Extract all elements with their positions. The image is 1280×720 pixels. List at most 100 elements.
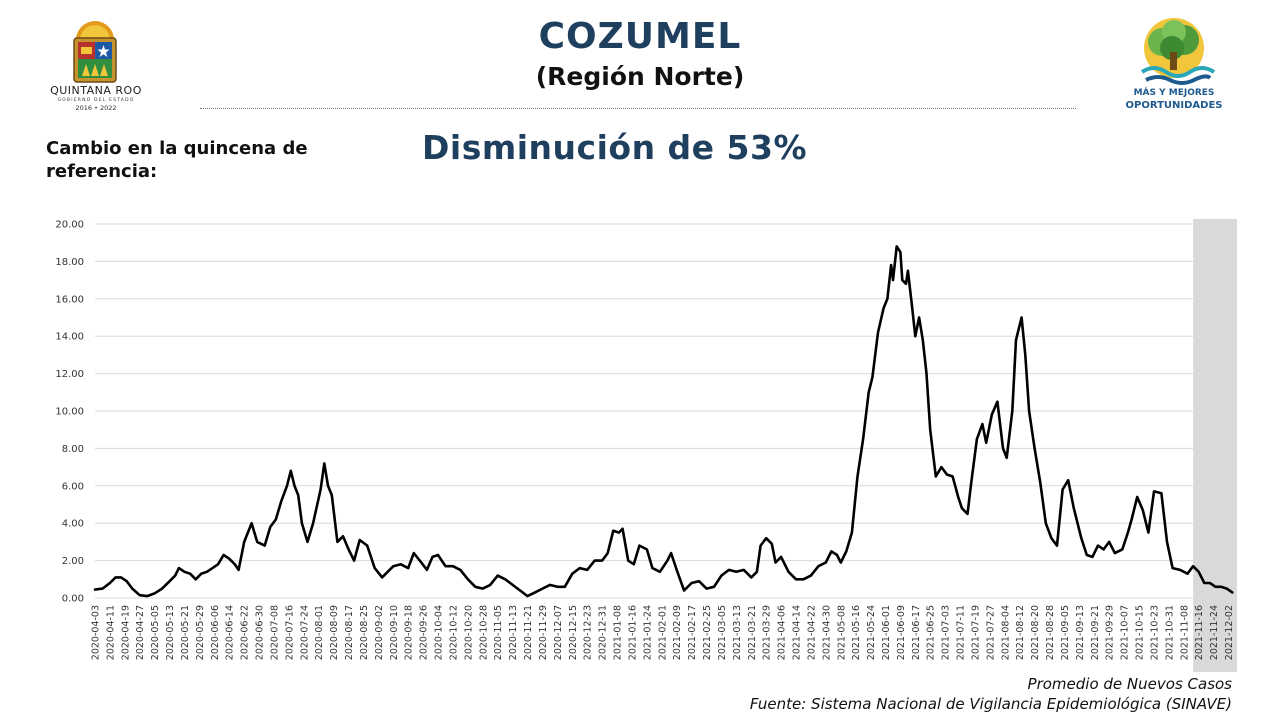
x-tick-label: 2021-07-11: [956, 605, 967, 660]
x-tick-label: 2020-08-17: [344, 605, 355, 660]
x-tick-label: 2021-04-14: [792, 605, 803, 660]
x-tick-label: 2020-12-31: [598, 605, 609, 660]
x-tick-label: 2021-12-02: [1224, 605, 1235, 660]
y-tick-label: 0.00: [62, 594, 84, 605]
government-period: 2016 • 2022: [75, 104, 117, 112]
x-tick-label: 2021-11-16: [1194, 605, 1205, 660]
x-tick-label: 2020-09-02: [374, 605, 385, 660]
y-tick-label: 18.00: [55, 257, 84, 268]
x-tick-label: 2020-09-10: [389, 605, 400, 660]
x-tick-label: 2021-06-25: [926, 605, 937, 660]
x-tick-label: 2021-04-30: [821, 605, 832, 660]
x-tick-label: 2021-05-08: [836, 605, 847, 660]
x-tick-label: 2021-03-05: [717, 605, 728, 660]
x-tick-label: 2020-12-15: [568, 605, 579, 660]
series-line: [93, 245, 1234, 598]
quintana-roo-logo: QUINTANA ROO GOBIERNO DEL ESTADO 2016 • …: [40, 18, 152, 114]
x-tick-label: 2021-01-16: [627, 605, 638, 660]
x-tick-label: 2020-12-07: [553, 605, 564, 660]
page-subtitle: (Región Norte): [535, 62, 745, 91]
x-tick-label: 2020-11-05: [493, 605, 504, 660]
x-tick-label: 2021-07-27: [985, 605, 996, 660]
x-tick-label: 2021-01-08: [613, 605, 624, 660]
y-tick-label: 20.00: [55, 220, 84, 231]
x-tick-label: 2021-07-03: [941, 605, 952, 660]
x-tick-label: 2021-11-08: [1179, 605, 1190, 660]
x-tick-label: 2020-04-19: [120, 605, 131, 660]
x-tick-label: 2021-05-16: [851, 605, 862, 660]
mas-mejores-oportunidades-logo: MÁS Y MEJORES OPORTUNIDADES: [1118, 18, 1230, 114]
x-tick-label: 2020-05-13: [165, 605, 176, 660]
y-tick-label: 6.00: [62, 481, 84, 492]
x-tick-label: 2021-10-07: [1120, 605, 1131, 660]
x-tick-label: 2021-04-22: [806, 605, 817, 660]
series-label: Promedio de Nuevos Casos: [1027, 675, 1232, 693]
x-tick-label: 2020-11-29: [538, 605, 549, 660]
y-tick-label: 2.00: [62, 556, 84, 567]
x-tick-label: 2020-07-24: [299, 605, 310, 660]
source-note: Fuente: Sistema Nacional de Vigilancia E…: [749, 695, 1232, 713]
x-tick-label: 2021-07-19: [970, 605, 981, 660]
x-tick-label: 2020-08-09: [329, 605, 340, 660]
change-label: Cambio en la quincena de referencia:: [46, 138, 308, 182]
x-tick-label: 2021-09-21: [1090, 605, 1101, 660]
x-tick-label: 2021-09-05: [1060, 605, 1071, 660]
x-tick-label: 2020-07-16: [284, 605, 295, 660]
x-tick-label: 2021-03-21: [747, 605, 758, 660]
x-tick-label: 2020-06-14: [225, 605, 236, 660]
sun-rays: [76, 21, 114, 40]
x-tick-label: 2021-03-13: [732, 605, 743, 660]
x-tick-label: 2020-06-22: [240, 605, 251, 660]
x-tick-label: 2021-03-29: [762, 605, 773, 660]
x-tick-label: 2021-10-23: [1149, 605, 1160, 660]
x-tick-label: 2020-04-03: [91, 605, 102, 660]
x-tick-label: 2021-10-31: [1164, 605, 1175, 660]
x-tick-label: 2021-08-04: [1000, 605, 1011, 660]
x-tick-label: 2020-04-11: [105, 605, 116, 660]
x-tick-label: 2021-09-29: [1105, 605, 1116, 660]
title-divider: [200, 108, 1076, 109]
x-tick-label: 2020-04-27: [135, 605, 146, 660]
x-tick-label: 2020-05-05: [150, 605, 161, 660]
x-tick-label: 2021-06-09: [896, 605, 907, 660]
x-tick-label: 2020-11-21: [523, 605, 534, 660]
x-tick-label: 2020-06-06: [210, 605, 221, 660]
government-name: GOBIERNO DEL ESTADO: [57, 98, 135, 103]
x-tick-label: 2021-06-01: [881, 605, 892, 660]
change-headline: Disminución de 53%: [422, 128, 808, 167]
page-title: COZUMEL: [538, 16, 742, 57]
x-tick-label: 2021-06-17: [911, 605, 922, 660]
tree-icon: [1140, 18, 1216, 85]
x-tick-label: 2021-05-24: [866, 605, 877, 660]
x-tick-label: 2020-08-25: [359, 605, 370, 660]
x-tick-label: 2021-02-25: [702, 605, 713, 660]
x-tick-label: 2020-12-23: [583, 605, 594, 660]
x-tick-label: 2021-09-13: [1075, 605, 1086, 660]
y-tick-label: 16.00: [55, 294, 84, 305]
x-tick-label: 2020-10-20: [463, 605, 474, 660]
y-tick-label: 8.00: [62, 444, 84, 455]
x-tick-label: 2021-02-09: [672, 605, 683, 660]
y-tick-label: 14.00: [55, 332, 84, 343]
slogan-line-1: MÁS Y MEJORES: [1133, 88, 1215, 98]
x-tick-label: 2020-10-28: [478, 605, 489, 660]
shaded-region: [1193, 219, 1237, 672]
x-tick-label: 2021-10-15: [1135, 605, 1146, 660]
x-tick-label: 2020-09-18: [404, 605, 415, 660]
x-tick-label: 2020-10-04: [434, 605, 445, 660]
x-tick-label: 2020-05-29: [195, 605, 206, 660]
x-tick-label: 2020-08-01: [314, 605, 325, 660]
cases-line-chart: 0.00 2.00 4.00 6.00 8.00 10.00 12.00 14.00 16.00…: [55, 219, 1237, 672]
state-name: QUINTANA ROO: [50, 84, 142, 97]
x-tick-label: 2020-06-30: [255, 605, 266, 660]
x-tick-label: 2020-05-21: [180, 605, 191, 660]
y-tick-label: 10.00: [55, 407, 84, 418]
x-tick-label: 2021-04-06: [777, 605, 788, 660]
y-tick-label: 12.00: [55, 369, 84, 380]
x-tick-label: 2021-01-24: [642, 605, 653, 660]
shield-icon: [73, 21, 117, 83]
x-tick-label: 2020-10-12: [448, 605, 459, 660]
x-tick-label: 2021-02-17: [687, 605, 698, 660]
x-tick-label: 2021-02-01: [657, 605, 668, 660]
y-tick-label: 4.00: [62, 519, 84, 530]
